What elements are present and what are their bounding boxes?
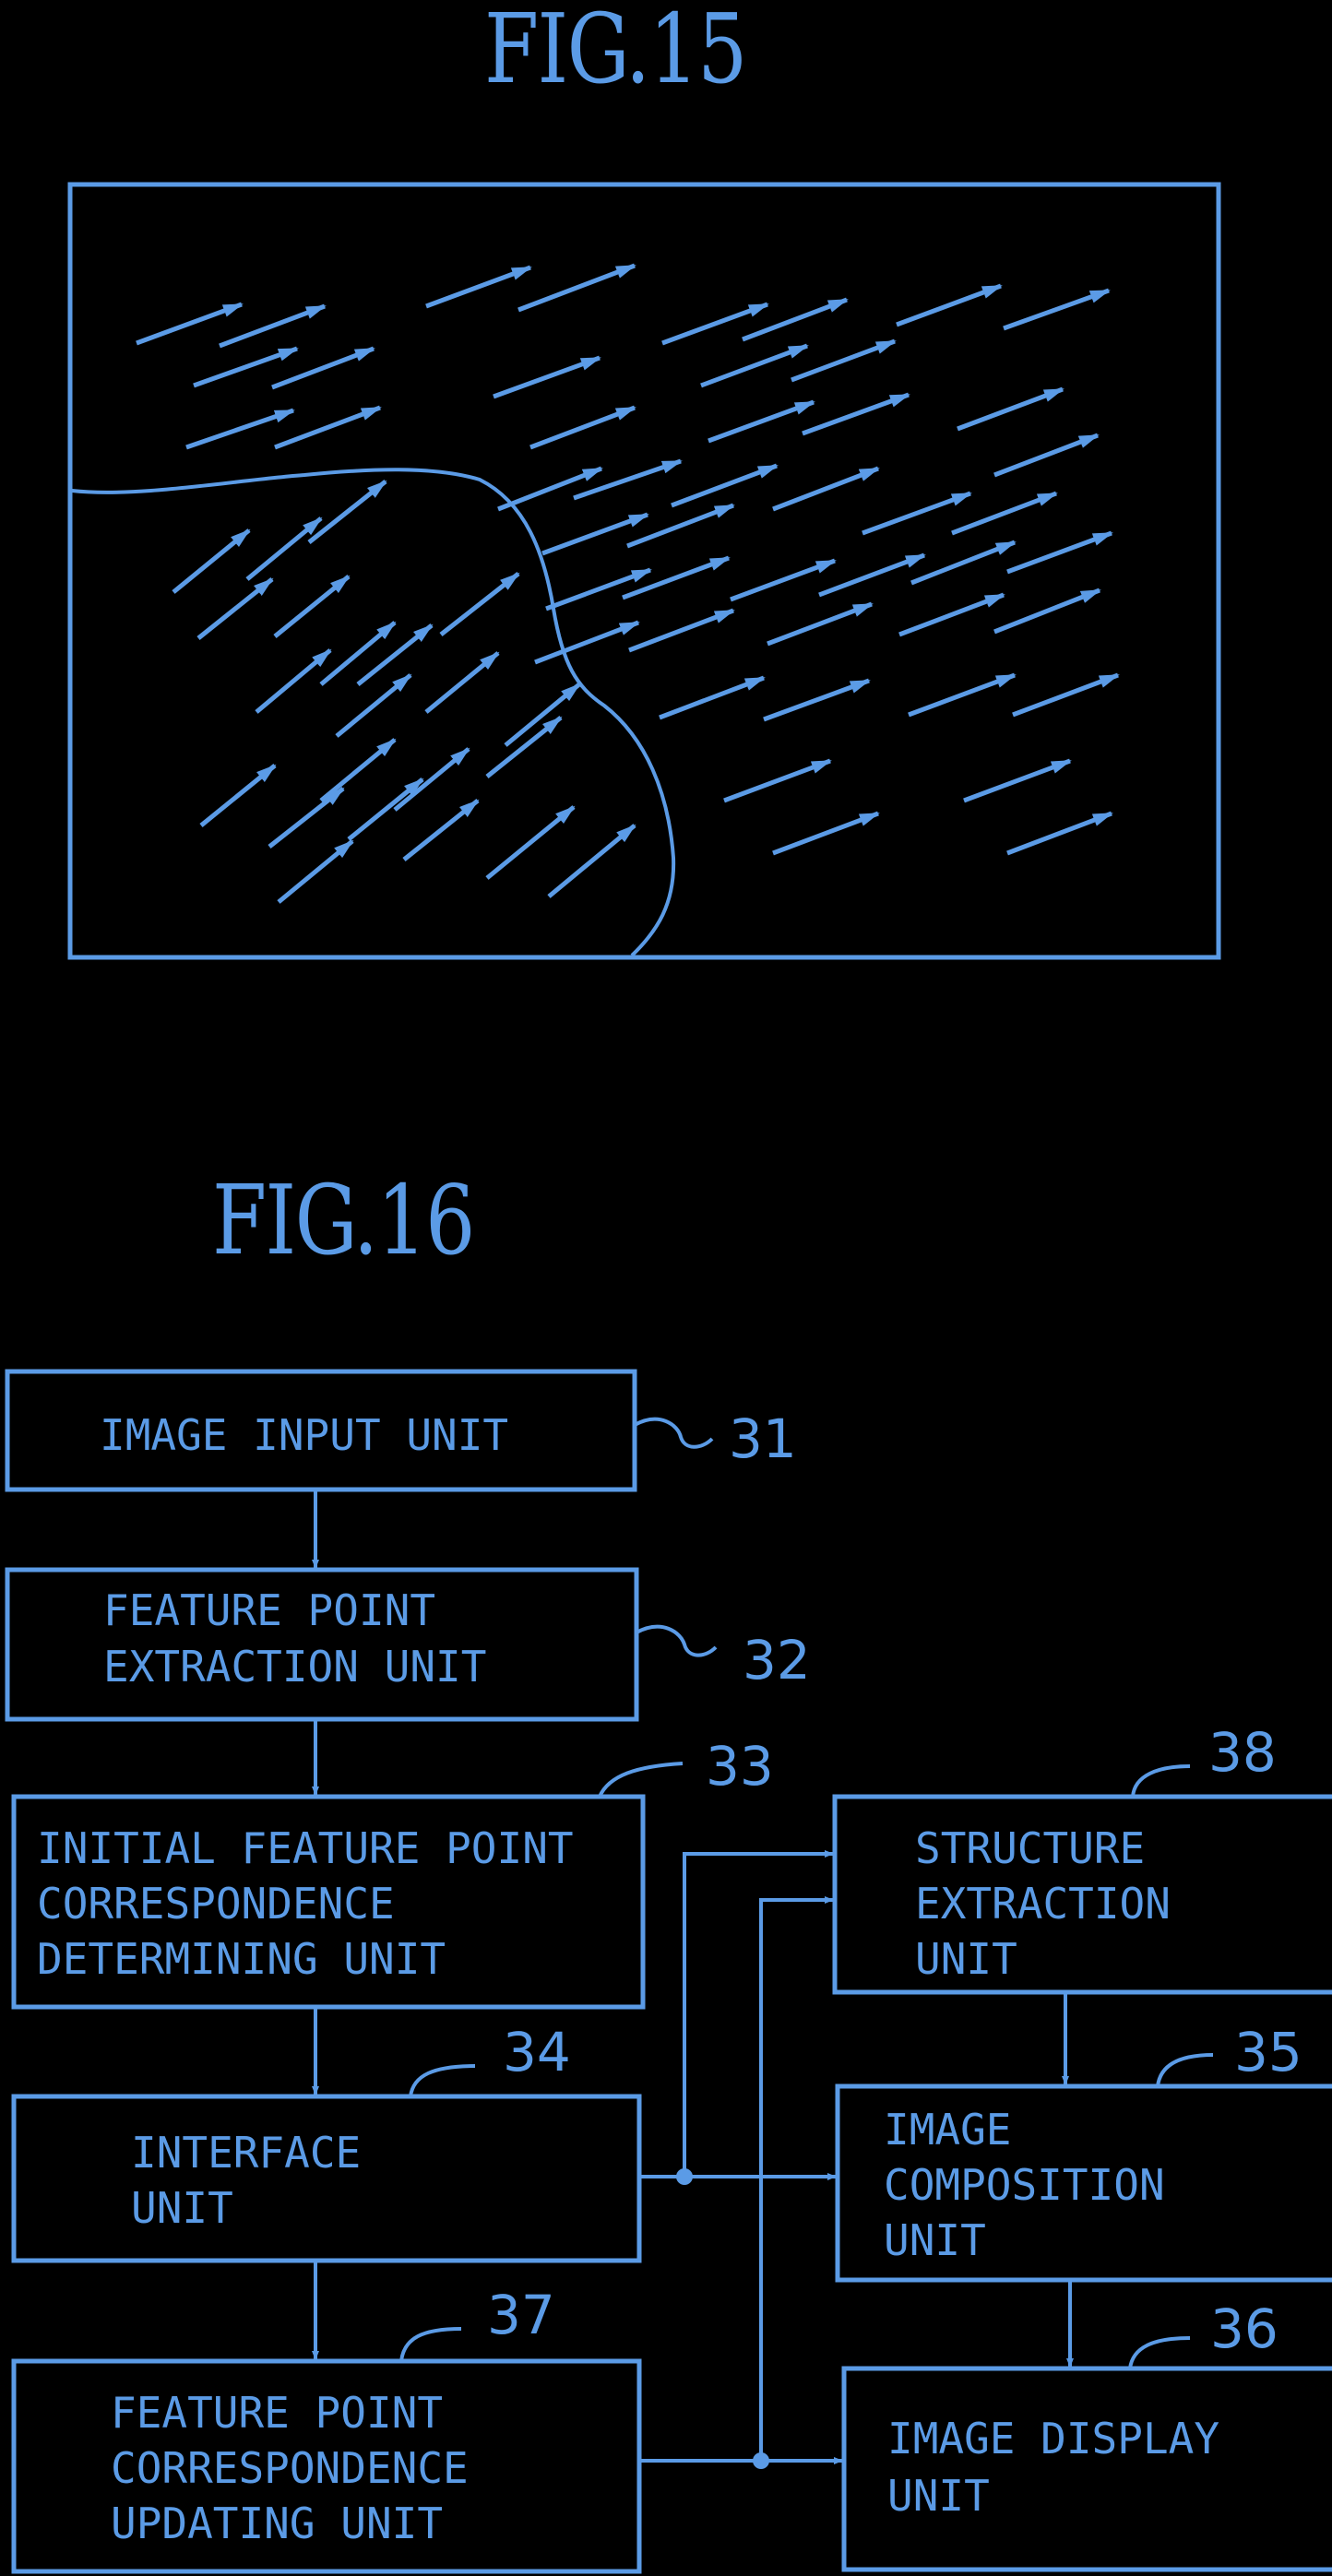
unit-labels: IMAGE INPUT UNIT FEATURE POINT EXTRACTIO… bbox=[37, 1410, 1219, 2548]
unit-37-line-3: UPDATING UNIT bbox=[111, 2499, 443, 2548]
unit-37-line-1: FEATURE POINT bbox=[111, 2388, 443, 2438]
unit-33-line-1: INITIAL FEATURE POINT bbox=[37, 1823, 574, 1873]
unit-37-line-2: CORRESPONDENCE bbox=[111, 2443, 469, 2493]
unit-35-line-3: UNIT bbox=[884, 2215, 986, 2265]
ref-34: 34 bbox=[503, 2021, 571, 2083]
unit-33-line-3: DETERMINING UNIT bbox=[37, 1934, 446, 1984]
unit-36-line-2: UNIT bbox=[887, 2471, 990, 2521]
unit-32-line-2: EXTRACTION UNIT bbox=[103, 1642, 486, 1692]
ref-32: 32 bbox=[743, 1629, 811, 1692]
ref-31: 31 bbox=[729, 1407, 797, 1470]
unit-33-line-2: CORRESPONDENCE bbox=[37, 1879, 395, 1929]
ref-37: 37 bbox=[487, 2284, 555, 2346]
unit-34-line-2: UNIT bbox=[131, 2183, 233, 2233]
unit-35-line-2: COMPOSITION bbox=[884, 2160, 1165, 2210]
unit-38-line-2: EXTRACTION bbox=[915, 1879, 1171, 1929]
ref-35: 35 bbox=[1234, 2021, 1302, 2083]
unit-38-line-1: STRUCTURE bbox=[915, 1823, 1145, 1873]
image-display-unit-box bbox=[844, 2368, 1332, 2570]
motion-vectors bbox=[137, 266, 1118, 902]
interface-unit-box bbox=[14, 2096, 639, 2261]
unit-36-line-1: IMAGE DISPLAY bbox=[887, 2414, 1219, 2463]
ref-38: 38 bbox=[1208, 1721, 1277, 1784]
unit-38-line-3: UNIT bbox=[915, 1934, 1017, 1984]
ref-36: 36 bbox=[1210, 2297, 1278, 2360]
unit-32-line-1: FEATURE POINT bbox=[103, 1585, 435, 1635]
ref-33: 33 bbox=[706, 1735, 774, 1798]
unit-34-line-1: INTERFACE bbox=[131, 2128, 361, 2178]
unit-31-line-1: IMAGE INPUT UNIT bbox=[100, 1410, 508, 1460]
object-boundary-curve bbox=[72, 469, 673, 956]
unit-35-line-1: IMAGE bbox=[884, 2105, 1011, 2155]
